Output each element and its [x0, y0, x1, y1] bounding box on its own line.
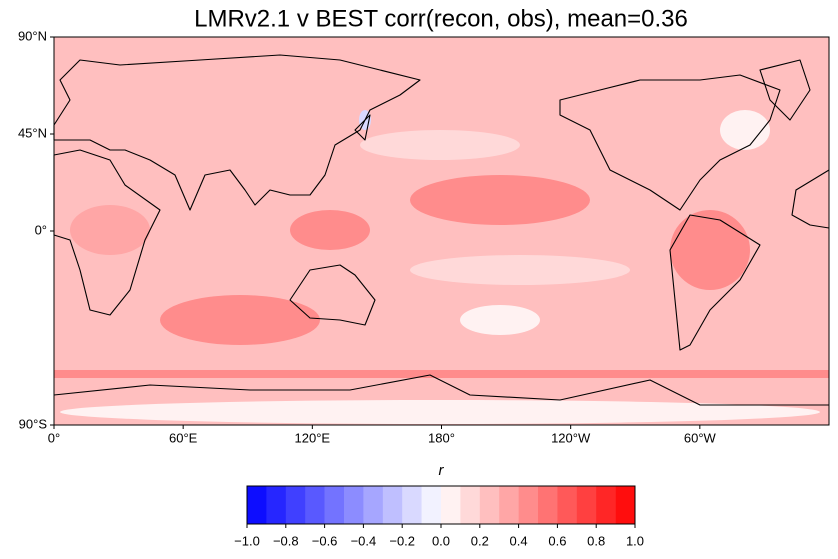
colorbar-bin: [596, 486, 616, 524]
map-title: LMRv2.1 v BEST corr(recon, obs), mean=0.…: [194, 5, 688, 32]
x-tick-label: 180°: [428, 430, 455, 445]
japan: [354, 114, 371, 141]
y-tick-label: 90°N: [18, 28, 47, 43]
colorbar-tick-label: 0.6: [548, 533, 566, 548]
colorbar-bin: [518, 486, 539, 524]
greenland: [759, 59, 811, 121]
colorbar-bin: [402, 486, 422, 524]
south-america: [669, 214, 761, 351]
field-patch: [720, 110, 770, 150]
colorbar-bin: [382, 486, 403, 524]
x-tick-label: 120°E: [295, 430, 331, 445]
y-tick-label: 90°S: [19, 416, 48, 431]
colorbar-tick-label: −0.8: [273, 533, 299, 548]
colorbar-tick-label: −0.2: [389, 533, 415, 548]
colorbar-bin: [479, 486, 500, 524]
correlation-field: [54, 37, 829, 425]
colorbar-bin: [305, 486, 325, 524]
field-patch: [160, 295, 320, 345]
x-tick-label: 120°W: [551, 430, 591, 445]
colorbar-bin: [441, 486, 461, 524]
colorbar-tick-label: 0.8: [587, 533, 605, 548]
x-tick-label: 60°W: [684, 430, 717, 445]
field-patch: [410, 175, 590, 225]
field-patch: [290, 210, 370, 250]
colorbar-bin: [363, 486, 384, 524]
north-america: [559, 74, 781, 211]
colorbar-bin: [344, 486, 364, 524]
colorbar-bin: [266, 486, 287, 524]
colorbar-tick-label: 0.2: [471, 533, 489, 548]
colorbar-bin: [460, 486, 481, 524]
colorbar-bin: [557, 486, 578, 524]
africa: [53, 149, 161, 316]
field-patch: [70, 205, 150, 255]
colorbar-tick-label: −0.4: [351, 533, 377, 548]
eurasia: [53, 54, 421, 211]
colorbar-tick-label: 0.4: [510, 533, 528, 548]
colorbar-bin: [285, 486, 306, 524]
y-tick-label: 45°N: [18, 125, 47, 140]
colorbar-tick-label: −1.0: [234, 533, 260, 548]
australia: [289, 264, 376, 326]
colorbar-bin: [247, 486, 267, 524]
coastlines: [53, 54, 830, 406]
field-patch: [410, 255, 630, 285]
field-patch: [54, 370, 829, 378]
antarctica: [53, 374, 829, 406]
colorbar-tick-label: −0.6: [312, 533, 338, 548]
x-tick-label: 0°: [48, 430, 60, 445]
colorbar-bin: [615, 486, 636, 524]
field-patch: [460, 305, 540, 335]
y-tick-label: 0°: [35, 222, 47, 237]
colorbar-bin: [538, 486, 558, 524]
colorbar-bin: [421, 486, 442, 524]
colorbar-bin: [499, 486, 519, 524]
west-africa: [791, 169, 830, 229]
x-tick-label: 60°E: [169, 430, 198, 445]
field-patch: [360, 130, 520, 160]
colorbar-bin: [324, 486, 345, 524]
field-patch: [670, 210, 750, 290]
colorbar-bin: [576, 486, 597, 524]
colorbar-tick-label: 1.0: [626, 533, 644, 548]
colorbar-label: r: [439, 462, 445, 479]
field-patch: [60, 400, 820, 424]
colorbar-tick-label: 0.0: [432, 533, 450, 548]
